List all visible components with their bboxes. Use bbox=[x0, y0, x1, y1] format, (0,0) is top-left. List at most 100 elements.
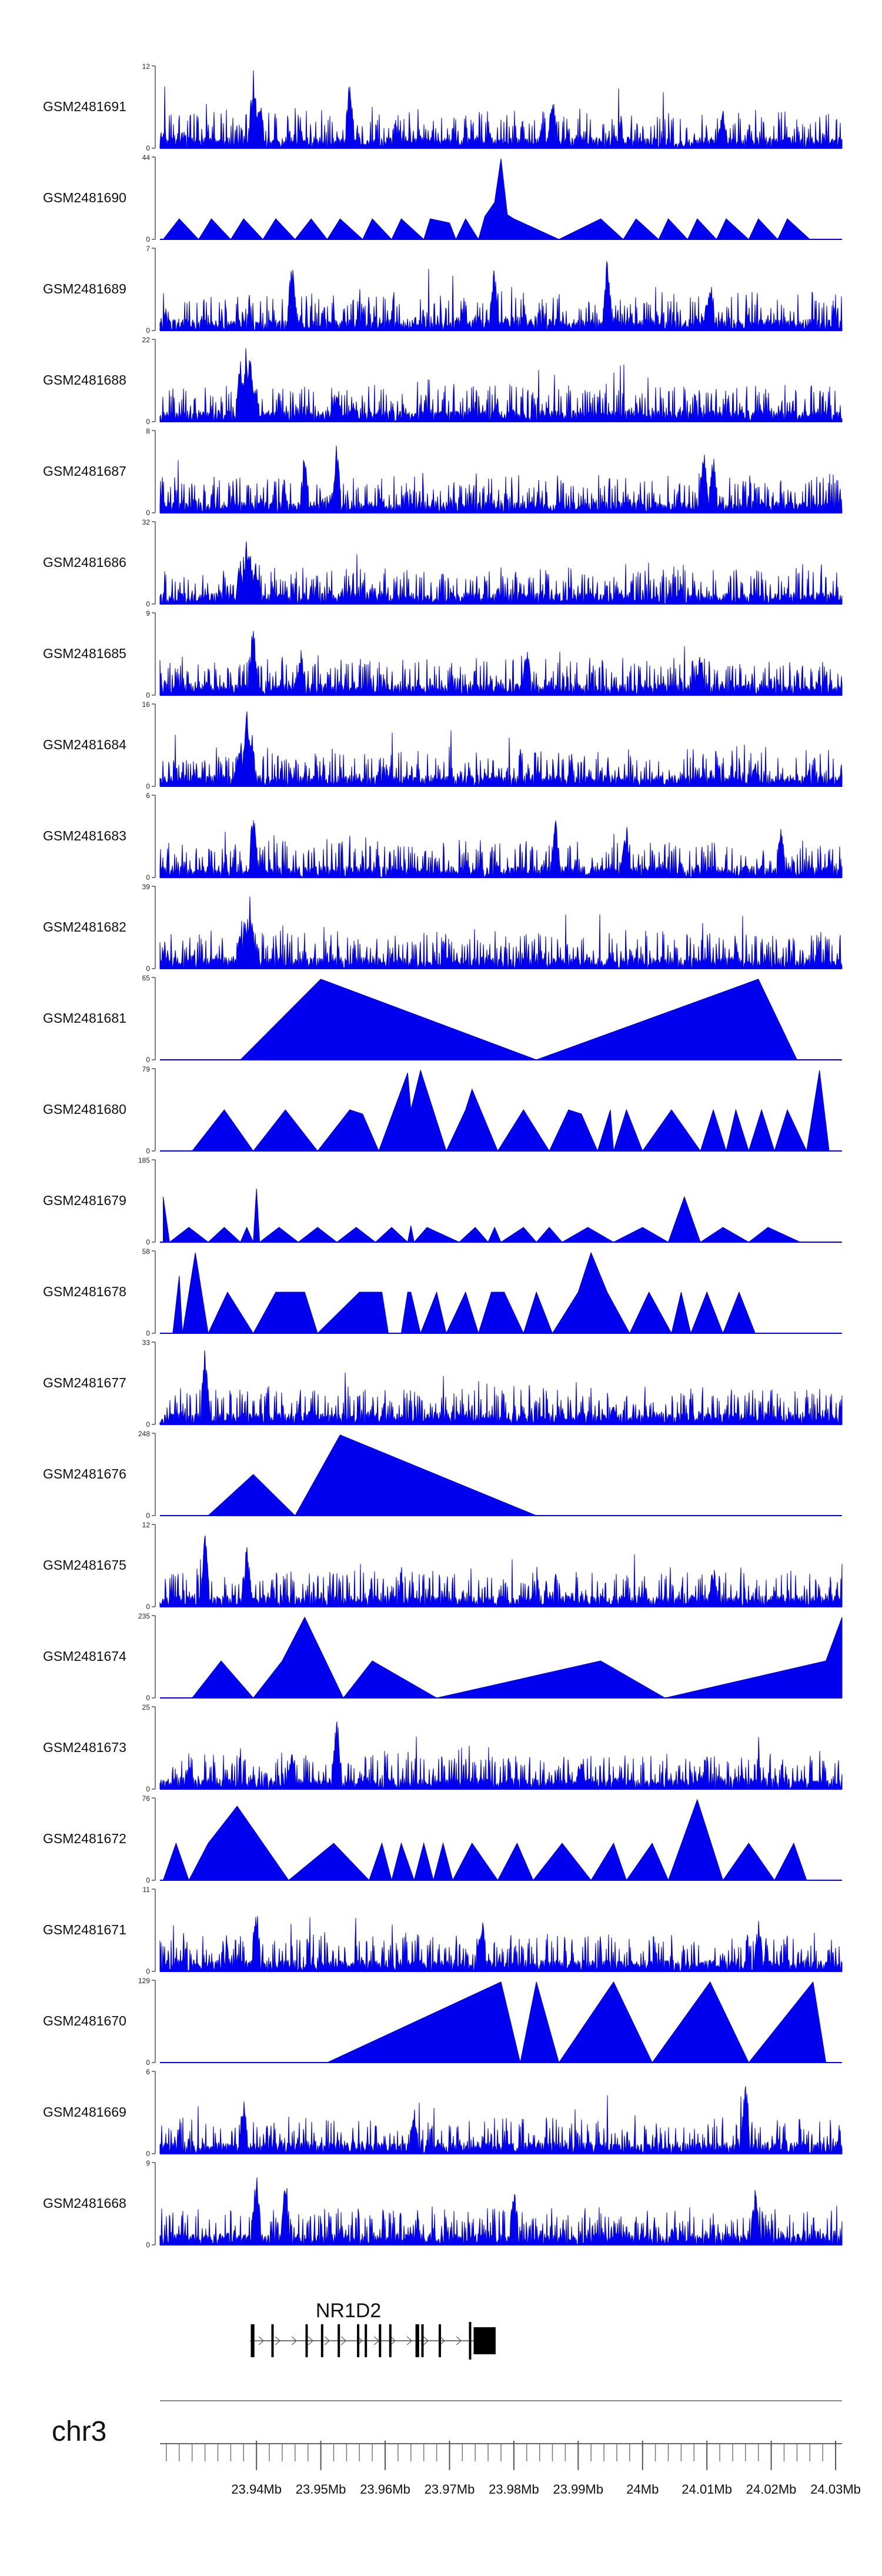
signal-area bbox=[159, 1721, 843, 1790]
track-GSM2481668: GSM2481668 9 0 bbox=[43, 2159, 843, 2249]
signal-area bbox=[191, 1069, 830, 1152]
signal-area bbox=[159, 630, 843, 696]
y-axis-min-label: 0 bbox=[146, 965, 150, 973]
y-axis-min-label: 0 bbox=[146, 2241, 150, 2249]
x-tick-label: 23.97Mb bbox=[425, 2482, 475, 2497]
strand-arrow bbox=[291, 2336, 298, 2345]
track-label: GSM2481671 bbox=[43, 1922, 126, 1937]
signal-area bbox=[159, 445, 843, 514]
track-GSM2481674: GSM2481674 235 0 bbox=[43, 1612, 843, 1702]
track-GSM2481683: GSM2481683 6 0 bbox=[43, 792, 843, 882]
y-axis-min-label: 0 bbox=[146, 1329, 150, 1337]
track-GSM2481673: GSM2481673 25 0 bbox=[43, 1703, 843, 1793]
x-tick-label: 24.02Mb bbox=[746, 2482, 797, 2497]
track-label: GSM2481691 bbox=[43, 99, 126, 114]
y-axis-max-label: 235 bbox=[138, 1612, 150, 1620]
track-label: GSM2481670 bbox=[43, 2013, 126, 2028]
exon-block bbox=[439, 2324, 441, 2357]
track-GSM2481669: GSM2481669 6 0 bbox=[43, 2068, 843, 2158]
strand-arrow bbox=[340, 2336, 347, 2345]
genome-axis: chr3 23.94Mb 23.95Mb 23.96Mb 23.97Mb 23.98Mb… bbox=[52, 2400, 861, 2497]
y-axis-min-label: 0 bbox=[146, 2150, 150, 2158]
exon-block bbox=[379, 2324, 382, 2357]
track-label: GSM2481686 bbox=[43, 555, 126, 570]
track-GSM2481680: GSM2481680 79 0 bbox=[43, 1065, 842, 1155]
y-axis-min-label: 0 bbox=[146, 1694, 150, 1702]
x-tick-label: 23.94Mb bbox=[231, 2482, 282, 2497]
strand-arrow bbox=[456, 2336, 462, 2345]
track-GSM2481679: GSM2481679 185 0 bbox=[43, 1156, 842, 1246]
signal-area bbox=[159, 1536, 843, 1608]
signal-area bbox=[191, 1616, 843, 1699]
exon-block bbox=[365, 2324, 368, 2357]
signal-area bbox=[159, 261, 843, 332]
signal-area bbox=[159, 820, 843, 879]
track-GSM2481689: GSM2481689 7 0 bbox=[43, 245, 843, 335]
y-axis-min-label: 0 bbox=[146, 1876, 150, 1884]
track-label: GSM2481681 bbox=[43, 1010, 126, 1026]
track-label: GSM2481672 bbox=[43, 1831, 126, 1846]
y-axis-min-label: 0 bbox=[146, 235, 150, 243]
track-GSM2481677: GSM2481677 33 0 bbox=[43, 1339, 843, 1429]
signal-area bbox=[159, 711, 843, 788]
track-GSM2481675: GSM2481675 12 0 bbox=[43, 1521, 843, 1611]
track-label: GSM2481680 bbox=[43, 1102, 126, 1117]
strand-arrow bbox=[423, 2336, 429, 2345]
y-axis-min-label: 0 bbox=[146, 1420, 150, 1429]
track-label: GSM2481685 bbox=[43, 646, 126, 661]
y-axis-max-label: 129 bbox=[138, 1977, 150, 1985]
signal-area bbox=[159, 348, 843, 423]
signal-tracks: GSM2481691120GSM2481690440GSM248168970GS… bbox=[43, 62, 843, 2249]
track-GSM2481687: GSM2481687 8 0 bbox=[43, 427, 843, 517]
gene-name-label: NR1D2 bbox=[316, 2300, 381, 2322]
y-axis-max-label: 44 bbox=[142, 154, 151, 162]
y-axis-min-label: 0 bbox=[146, 873, 150, 882]
y-axis-min-label: 0 bbox=[146, 1511, 150, 1520]
exon-block bbox=[250, 2324, 253, 2357]
y-axis-min-label: 0 bbox=[146, 1056, 150, 1064]
track-GSM2481670: GSM2481670 129 0 bbox=[43, 1977, 842, 2067]
y-axis-min-label: 0 bbox=[146, 782, 150, 790]
signal-area bbox=[207, 1434, 537, 1516]
y-axis-min-label: 0 bbox=[146, 144, 150, 152]
y-axis-max-label: 11 bbox=[143, 1886, 151, 1894]
y-axis-max-label: 76 bbox=[142, 1794, 151, 1803]
track-label: GSM2481684 bbox=[43, 737, 126, 752]
y-axis-min-label: 0 bbox=[146, 1785, 150, 1793]
track-label: GSM2481674 bbox=[43, 1649, 126, 1664]
track-GSM2481688: GSM2481688 22 0 bbox=[43, 336, 843, 426]
strand-arrow bbox=[308, 2336, 314, 2345]
y-axis-max-label: 185 bbox=[138, 1156, 150, 1164]
x-tick-label: 23.99Mb bbox=[553, 2482, 603, 2497]
strand-arrow bbox=[439, 2336, 446, 2345]
track-GSM2481686: GSM2481686 32 0 bbox=[43, 518, 843, 608]
exon-block bbox=[416, 2324, 419, 2357]
chromosome-label: chr3 bbox=[52, 2416, 106, 2447]
track-label: GSM2481673 bbox=[43, 1740, 126, 1755]
exon-block-last bbox=[469, 2322, 472, 2360]
strand-arrow bbox=[324, 2336, 330, 2345]
track-GSM2481671: GSM2481671 11 0 bbox=[43, 1886, 843, 1976]
signal-area bbox=[239, 979, 798, 1060]
y-axis-min-label: 0 bbox=[146, 1147, 150, 1155]
strand-arrow bbox=[373, 2336, 380, 2345]
y-axis-max-label: 9 bbox=[146, 609, 150, 618]
track-GSM2481684: GSM2481684 16 0 bbox=[43, 700, 843, 790]
strand-arrow bbox=[258, 2336, 265, 2345]
y-axis-min-label: 0 bbox=[146, 691, 150, 699]
y-axis-min-label: 0 bbox=[146, 418, 150, 426]
track-label: GSM2481678 bbox=[43, 1284, 126, 1299]
signal-area bbox=[162, 158, 830, 241]
track-label: GSM2481675 bbox=[43, 1557, 126, 1573]
exon-block bbox=[320, 2324, 323, 2357]
track-GSM2481685: GSM2481685 9 0 bbox=[43, 609, 843, 699]
y-axis-min-label: 0 bbox=[146, 326, 150, 335]
x-tick-label: 24.03Mb bbox=[810, 2482, 861, 2497]
track-label: GSM2481683 bbox=[43, 828, 126, 843]
y-axis-max-label: 39 bbox=[142, 883, 151, 891]
track-GSM2481682: GSM2481682 39 0 bbox=[43, 883, 843, 973]
y-axis-max-label: 22 bbox=[142, 336, 151, 344]
exon-block bbox=[338, 2324, 340, 2357]
signal-area bbox=[327, 1981, 827, 2064]
